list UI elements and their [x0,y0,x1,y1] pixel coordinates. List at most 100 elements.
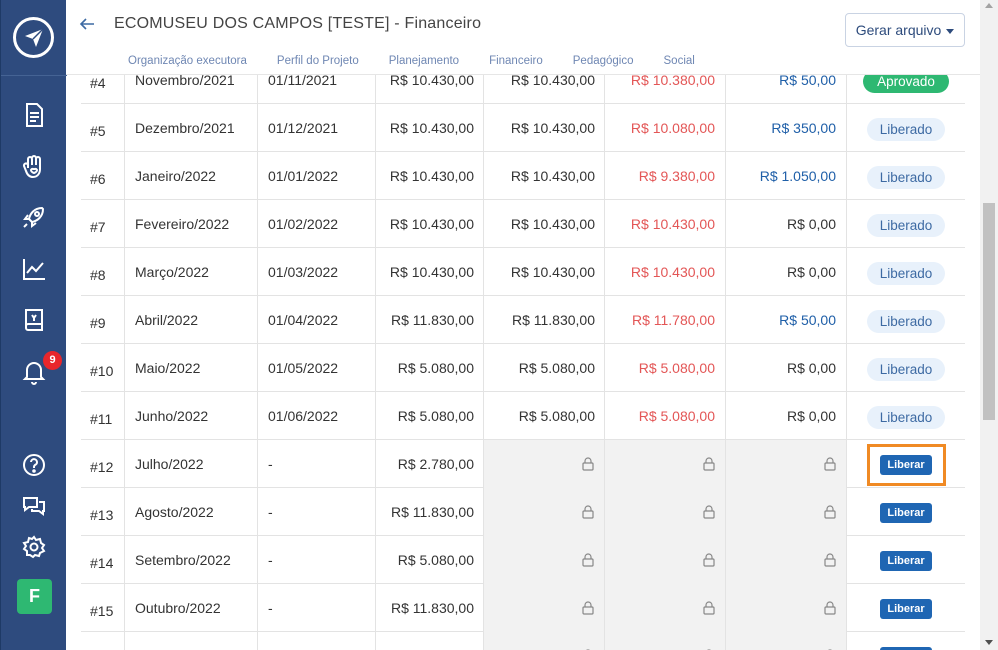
row-number [81,632,125,650]
liberar-button[interactable]: Liberar [880,455,932,476]
row-planned: R$ 2.780,00 [376,440,484,488]
row-received: R$ 5.080,00 [484,344,605,392]
row-status: Liberado [847,296,965,344]
rocket-icon[interactable] [20,203,48,231]
row-spent: R$ 10.430,00 [605,248,726,296]
locked-cell [484,584,605,632]
row-status: Liberar [847,632,965,650]
row-planned: R$ 5.080,00 [376,344,484,392]
row-planned: R$ 10.430,00 [376,56,484,104]
tab-organizacao[interactable]: Organização executora [128,55,247,67]
row-month: Junho/2022 [125,392,258,440]
liberar-button[interactable]: Liberar [880,551,932,572]
row-status: Liberar [847,488,965,536]
row-received: R$ 10.430,00 [484,200,605,248]
row-month: Março/2022 [125,248,258,296]
row-number: #4 [81,56,125,104]
row-status: Aprovado [847,56,965,104]
row-received: R$ 10.430,00 [484,104,605,152]
row-status: Liberado [847,248,965,296]
table-row: #6 Janeiro/2022 01/01/2022 R$ 10.430,00 R$ 1… [81,152,965,200]
scroll-thumb[interactable] [983,203,995,420]
row-month: Setembro/2022 [125,536,258,584]
table-row: #10 Maio/2022 01/05/2022 R$ 5.080,00 R$ 5.08… [81,344,965,392]
locked-cell [605,584,726,632]
row-month: Janeiro/2022 [125,152,258,200]
status-badge-released: Liberado [866,357,946,381]
row-status: Liberar [847,536,965,584]
locked-cell [605,632,726,650]
table-row: #7 Fevereiro/2022 01/02/2022 R$ 10.430,00 R$… [81,200,965,248]
bell-icon[interactable] [20,358,48,386]
tab-perfil[interactable]: Perfil do Projeto [276,55,359,67]
locked-cell [605,536,726,584]
row-balance: R$ 50,00 [726,296,847,344]
generate-file-button[interactable]: Gerar arquivo [845,13,965,47]
row-planned: R$ 11.830,00 [376,296,484,344]
row-number: #10 [81,344,125,392]
row-number: #14 [81,536,125,584]
sidebar-divider [1,75,67,76]
row-date: 01/11/2021 [258,56,376,104]
document-icon[interactable] [20,101,48,129]
row-spent: R$ 9.380,00 [605,152,726,200]
caret-down-icon [946,28,955,34]
row-number: #11 [81,392,125,440]
row-number: #13 [81,488,125,536]
table-row: #12 Julho/2022- R$ 2.780,00 Liberar [81,440,965,488]
tab-financeiro[interactable]: Financeiro [489,55,543,67]
help-icon[interactable] [20,451,48,479]
row-month: Maio/2022 [125,344,258,392]
tab-pedagogico[interactable]: Pedagógico [572,55,634,67]
locked-cell [484,440,605,488]
row-planned: R$ 10.430,00 [376,248,484,296]
row-month: Julho/2022 [125,440,258,488]
row-balance: R$ 0,00 [726,344,847,392]
locked-cell [726,488,847,536]
scroll-up-icon[interactable] [985,3,993,8]
logo-icon[interactable] [13,17,54,58]
chart-line-icon[interactable] [20,255,48,283]
row-number: #7 [81,200,125,248]
tab-planejamento[interactable]: Planejamento [388,55,460,67]
row-date: - [258,584,376,632]
row-received: R$ 10.430,00 [484,56,605,104]
row-planned: R$ 10.430,00 [376,104,484,152]
row-balance: R$ 1.050,00 [726,152,847,200]
row-month: Outubro/2022 [125,584,258,632]
row-date: 01/02/2022 [258,200,376,248]
notification-badge: 9 [43,351,62,370]
liberar-button[interactable]: Liberar [880,503,932,524]
book-icon[interactable] [20,306,48,334]
avatar[interactable]: F [17,579,52,614]
locked-cell [726,632,847,650]
row-month: Agosto/2022 [125,488,258,536]
row-date: 01/12/2021 [258,104,376,152]
row-date: - [258,440,376,488]
hand-heart-icon[interactable] [20,152,48,180]
chat-icon[interactable] [20,492,48,520]
tab-social[interactable]: Social [663,55,695,67]
table-row: #14 Setembro/2022- R$ 5.080,00 Liberar [81,536,965,584]
row-spent: R$ 10.080,00 [605,104,726,152]
row-spent: R$ 5.080,00 [605,344,726,392]
liberar-button[interactable]: Liberar [880,647,932,650]
locked-cell [605,440,726,488]
back-arrow-icon[interactable] [78,15,98,33]
scrollbar[interactable] [980,0,998,650]
table-row: #5 Dezembro/2021 01/12/2021 R$ 10.430,00 R$ … [81,104,965,152]
row-planned: R$ 10.430,00 [376,152,484,200]
table-row: #9 Abril/2022 01/04/2022 R$ 11.830,00 R$ 11.… [81,296,965,344]
locked-cell [726,584,847,632]
status-badge-released: Liberado [866,213,946,237]
row-balance: R$ 0,00 [726,248,847,296]
table-row: #13 Agosto/2022- R$ 11.830,00 Liberar [81,488,965,536]
status-badge-approved: Aprovado [863,69,949,93]
locked-cell [484,488,605,536]
row-status: Liberar [847,440,965,488]
row-status: Liberado [847,104,965,152]
liberar-button[interactable]: Liberar [880,599,932,620]
gear-icon[interactable] [20,533,48,561]
scroll-down-icon[interactable] [985,640,993,645]
row-month [125,632,258,650]
